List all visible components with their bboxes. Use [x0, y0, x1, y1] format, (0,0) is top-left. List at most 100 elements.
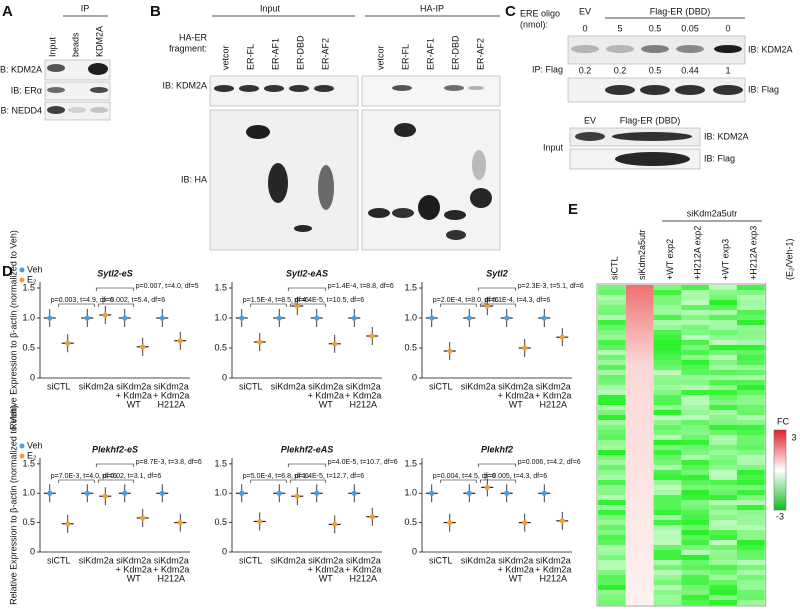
group-label: siCTL — [239, 555, 263, 565]
group-label: siKdm2a — [536, 555, 571, 565]
heatmap-cell — [709, 585, 737, 591]
heatmap-cell — [653, 530, 682, 536]
stat-label: p=0.002, t=5.4, df=6 — [102, 297, 165, 304]
lane-label: ER-FL — [400, 44, 410, 70]
heatmap-cell — [598, 420, 626, 426]
mean-point — [559, 334, 565, 340]
heatmap-cell — [709, 320, 737, 326]
heatmap-cell — [709, 465, 737, 471]
blot-band — [575, 132, 605, 141]
stat-label: p=8.7E-3, t=3.8, df=6 — [136, 459, 202, 466]
mean-point — [140, 344, 146, 350]
y-tick-label: 1.0 — [22, 312, 35, 322]
heatmap-cell — [737, 350, 765, 356]
heatmap-cell — [681, 365, 710, 371]
group-header: siKdm2a5utr — [687, 208, 738, 218]
blot — [361, 109, 501, 251]
y-tick-label: 0 — [222, 372, 227, 382]
heatmap-cell — [681, 520, 710, 526]
lane-label: beads — [70, 32, 80, 57]
heatmap-cell — [653, 435, 682, 441]
panel-letter: B — [150, 3, 161, 20]
heatmap-cell — [737, 445, 765, 451]
blot-label: IB: Flag — [704, 153, 735, 163]
heatmap-cell — [709, 545, 737, 551]
heatmap-cell — [598, 515, 626, 521]
heatmap-cell — [737, 450, 765, 456]
heatmap-cell — [709, 595, 737, 601]
plot-title: Plekhf2 — [481, 444, 513, 454]
panel-letter: C — [505, 3, 516, 20]
stat-label: p=0.004, t=4.5, df=6 — [433, 473, 496, 480]
heatmap-cell — [598, 300, 626, 306]
heatmap-cell — [681, 335, 710, 341]
mean-point — [504, 490, 510, 496]
heatmap-cell — [709, 515, 737, 521]
heatmap-cell — [653, 570, 682, 576]
heatmap-cell — [598, 570, 626, 576]
lane-label: vetcor — [220, 45, 230, 70]
heatmap-cell — [653, 600, 682, 606]
heatmap-cell — [598, 400, 626, 406]
heatmap-cell — [709, 600, 737, 606]
mean-point — [177, 338, 183, 344]
heatmap-cell — [709, 495, 737, 501]
heatmap-cell — [709, 500, 737, 506]
bracket — [479, 303, 517, 307]
heatmap-cell — [737, 360, 765, 366]
y-tick-label: 1.5 — [22, 458, 35, 468]
group-label: siKdm2a — [536, 381, 571, 391]
heatmap-cell — [681, 375, 710, 381]
heatmap-cell — [709, 445, 737, 451]
heatmap-cell — [709, 590, 737, 596]
heatmap-cell — [709, 390, 737, 396]
heatmap-cell — [653, 565, 682, 571]
bracket — [289, 303, 327, 307]
heatmap-cell — [737, 565, 765, 571]
mean-point — [351, 315, 357, 321]
heatmap-cell — [737, 425, 765, 431]
stat-label: p=0.02, t=3.1, df=6 — [102, 473, 161, 480]
blot-band — [268, 163, 288, 203]
group-label: + Kdm2a — [345, 564, 381, 574]
lane-label: ER-AF2 — [475, 38, 485, 70]
mean-point — [102, 312, 108, 318]
stat-label: p=1.4E-5, t=12.7, df=6 — [294, 473, 364, 480]
blot-band — [444, 210, 466, 220]
y-tick-label: 0.5 — [22, 517, 35, 527]
heatmap-cell — [737, 460, 765, 466]
mean-point — [257, 518, 263, 525]
blot-band — [615, 152, 690, 166]
bracket — [477, 463, 517, 467]
heatmap-cell — [681, 440, 710, 446]
blot-band — [418, 195, 440, 220]
heatmap-cell — [681, 490, 710, 496]
heatmap-cell — [598, 535, 626, 541]
heatmap-cell — [598, 495, 626, 501]
mean-point — [466, 490, 472, 496]
heatmap-cell — [653, 490, 682, 496]
heatmap-cell — [737, 405, 765, 411]
heatmap-cell — [709, 325, 737, 331]
y-tick-label: 0 — [30, 546, 35, 556]
heatmap-cell — [709, 425, 737, 431]
plot-title: Plekhf2-eS — [92, 444, 138, 454]
heatmap-cell — [653, 475, 682, 481]
group-label: + Kdm2a — [345, 390, 381, 400]
group-label: siKdm2a — [461, 555, 496, 565]
stat-label: p=2.3E-3, t=5.1, df=6 — [518, 283, 584, 290]
heatmap-cell — [598, 350, 626, 356]
heatmap-cell — [681, 290, 710, 296]
y-tick-label: 1.0 — [214, 312, 227, 322]
lane-label: vetcor — [375, 45, 385, 70]
heatmap-cell — [598, 530, 626, 536]
oligo-label: ERE oligo — [520, 8, 560, 18]
group-label: WT — [127, 399, 141, 409]
heatmap-cell — [681, 435, 710, 441]
group-label: siKdm2a — [116, 381, 151, 391]
y-tick-label: 0.5 — [404, 342, 417, 352]
blot-band — [289, 85, 309, 92]
heatmap-cell — [737, 555, 765, 561]
bracket — [250, 479, 287, 483]
heatmap-cell — [709, 305, 737, 311]
